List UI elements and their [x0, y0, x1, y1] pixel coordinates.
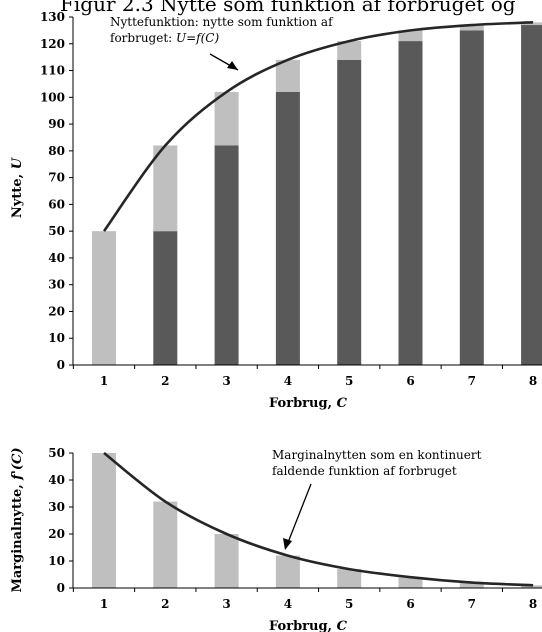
total-utility-bar	[214, 145, 239, 365]
y-tick-label: 10	[48, 331, 65, 345]
utility-y-axis-label: Nytte, U	[10, 157, 25, 218]
marginal-utility-bars	[92, 453, 542, 588]
marginal-utility-bar	[153, 501, 178, 588]
x-tick-label: 5	[345, 374, 353, 388]
y-tick-label: 0	[57, 581, 65, 595]
y-tick-label: 0	[57, 358, 65, 372]
utility-y-ticks: 0 10 20 30 40 50 60 70 80 90 100 110 120 130	[40, 10, 73, 372]
x-tick-label: 8	[529, 374, 537, 388]
utility-annotation-arrowhead	[227, 61, 238, 70]
y-tick-label: 30	[48, 278, 65, 292]
total-utility-bar	[153, 231, 178, 365]
y-tick-label: 90	[48, 117, 65, 131]
figure-title: Figur 2.3 Nytte som funktion af forbruge…	[60, 0, 516, 16]
marginal-x-ticks: 1 2 3 4 5 6 7 8	[72, 588, 537, 611]
y-tick-label: 40	[48, 473, 65, 487]
y-tick-label: 20	[48, 527, 65, 541]
x-tick-label: 6	[406, 597, 414, 611]
x-tick-label: 7	[468, 374, 476, 388]
marginal-utility-line	[103, 451, 534, 587]
y-tick-label: 30	[48, 500, 65, 514]
marginal-increment-bar	[337, 41, 362, 60]
total-utility-bar	[398, 41, 423, 365]
marginal-annotation-arrow	[286, 483, 312, 546]
x-tick-label: 2	[161, 597, 169, 611]
x-tick-label: 6	[406, 374, 414, 388]
y-tick-label: 80	[48, 144, 65, 158]
utility-x-ticks: 1 2 3 4 5 6 7 8	[72, 365, 537, 388]
marginal-x-axis-label: Forbrug, C	[269, 619, 348, 632]
utility-annotation-line1: Nyttefunktion: nytte som funktion af	[110, 15, 334, 29]
x-tick-label: 8	[529, 597, 537, 611]
marginal-annotation-arrowhead	[283, 538, 292, 550]
y-tick-label: 50	[48, 446, 65, 460]
total-utility-bar	[459, 30, 484, 366]
marginal-utility-bar	[459, 582, 484, 588]
x-tick-label: 4	[284, 374, 292, 388]
y-tick-label: 10	[48, 554, 65, 568]
marginal-annotation-line2: faldende funktion af forbruget	[272, 464, 457, 478]
marginal-increment-bar	[275, 59, 300, 92]
x-tick-label: 3	[222, 597, 230, 611]
marginal-increment-bar	[153, 145, 178, 232]
y-tick-label: 20	[48, 304, 65, 318]
marginal-increment-bar	[92, 231, 116, 365]
y-tick-label: 120	[40, 37, 65, 51]
utility-annotation-line2: forbruget: U=f(C)	[110, 31, 219, 45]
y-tick-label: 50	[48, 224, 65, 238]
x-tick-label: 2	[161, 374, 169, 388]
total-utility-bar	[275, 91, 300, 365]
marginal-increment-bar	[214, 91, 239, 146]
x-tick-label: 3	[222, 374, 230, 388]
marginal-y-ticks: 0 10 20 30 40 50	[48, 446, 73, 595]
marginal-utility-bar	[337, 569, 362, 588]
marginal-annotation-line1: Marginalnytten som en kontinuert	[272, 448, 482, 462]
marginal-utility-chart: 0 10 20 30 40 50 1 2 3 4 5 6 7 8 Marginalnytten som …	[10, 446, 542, 632]
y-tick-label: 60	[48, 197, 65, 211]
x-tick-label: 1	[100, 374, 108, 388]
y-tick-label: 70	[48, 171, 65, 185]
marginal-y-axis-label: Marginalnytte, f'(C)	[10, 447, 25, 592]
total-utility-bar	[521, 25, 542, 366]
y-tick-label: 40	[48, 251, 65, 265]
marginal-utility-bar	[92, 453, 116, 588]
marginal-utility-bar	[275, 555, 300, 588]
total-utility-bar	[337, 59, 362, 365]
x-tick-label: 1	[100, 597, 108, 611]
y-tick-label: 110	[40, 64, 65, 78]
y-tick-label: 130	[40, 10, 65, 24]
utility-x-axis-label: Forbrug, C	[269, 396, 348, 411]
x-tick-label: 5	[345, 597, 353, 611]
utility-chart: 0 10 20 30 40 50 60 70 80 90 100 110 120 130 1 2 3 4 5 6 7 8…	[10, 10, 542, 411]
utility-bars	[92, 22, 542, 366]
x-tick-label: 4	[284, 597, 292, 611]
marginal-utility-bar	[521, 585, 542, 588]
y-tick-label: 100	[40, 90, 65, 104]
marginal-utility-bar	[398, 577, 423, 588]
x-tick-label: 7	[468, 597, 476, 611]
marginal-increment-bar	[398, 30, 423, 42]
marginal-utility-bar	[214, 534, 239, 588]
marginal-increment-bar	[459, 25, 484, 31]
utility-function-line	[102, 21, 534, 232]
